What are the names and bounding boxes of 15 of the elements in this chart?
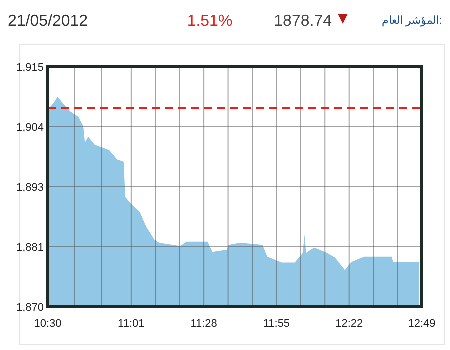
y-tick-label: 1,881 [16,242,44,254]
x-tick-label: 10:30 [34,318,62,330]
y-tick-label: 1,915 [16,62,44,74]
text: 1878.74 [274,13,332,30]
x-tick-label: 12:49 [408,318,436,330]
y-tick-label: 1,893 [16,182,44,194]
chart-title: المؤشر العام: [382,15,442,27]
x-tick-label: 11:28 [190,318,218,330]
y-tick-label: 1,904 [16,122,44,134]
x-tick-label: 12:22 [336,318,364,330]
x-tick-label: 11:55 [263,318,290,330]
text: 21/05/2012 [8,13,88,30]
text: 1.51% [187,13,233,30]
x-tick-label: 11:01 [118,318,145,330]
y-tick-label: 1,870 [16,302,44,314]
